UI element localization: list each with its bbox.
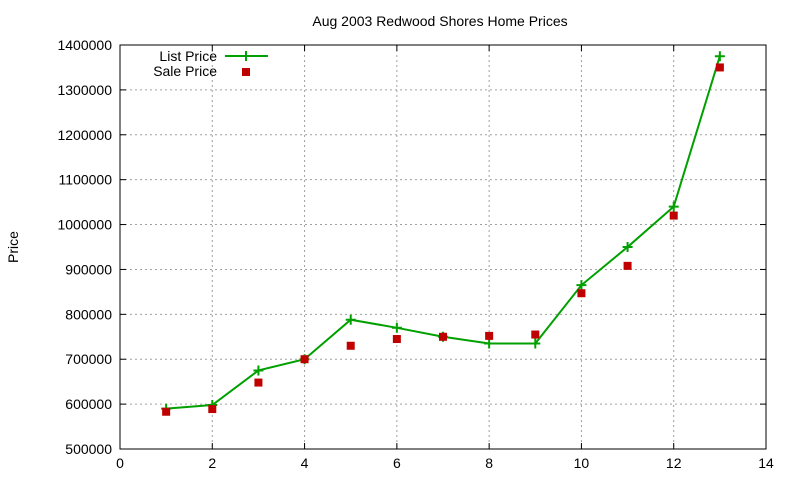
data-point xyxy=(622,242,633,252)
legend-marker xyxy=(241,51,251,61)
data-point xyxy=(531,330,540,339)
chart-title: Aug 2003 Redwood Shores Home Prices xyxy=(312,13,567,29)
data-series xyxy=(161,51,725,416)
data-point xyxy=(208,405,217,414)
x-tick-label: 8 xyxy=(485,455,493,471)
x-tick-label: 14 xyxy=(758,455,774,471)
y-tick-label: 1400000 xyxy=(57,37,112,53)
axes: 0 2 4 6 8 10 12 14 500000 600000 700000 800000 90000… xyxy=(57,37,774,471)
data-point xyxy=(346,341,355,350)
x-tick-label: 10 xyxy=(574,455,590,471)
data-point xyxy=(391,322,402,333)
series-line xyxy=(166,55,721,410)
data-point xyxy=(484,338,495,349)
data-point xyxy=(162,407,171,416)
data-point xyxy=(530,338,541,349)
y-tick-label: 1100000 xyxy=(59,172,113,188)
data-point xyxy=(300,355,309,364)
x-tick-label: 0 xyxy=(116,455,124,471)
data-point xyxy=(485,331,494,340)
y-tick-label: 1200000 xyxy=(57,127,112,143)
data-point xyxy=(392,335,401,344)
y-tick-label: 500000 xyxy=(65,441,112,457)
y-tick-label: 600000 xyxy=(65,396,112,412)
data-point xyxy=(714,51,725,62)
data-point xyxy=(439,332,447,341)
data-point xyxy=(576,280,587,291)
data-point xyxy=(669,211,678,220)
grid-lines xyxy=(120,45,766,449)
legend-marker xyxy=(242,68,250,76)
series-2 xyxy=(162,63,724,416)
legend-label: Sale Price xyxy=(153,63,217,79)
x-tick-label: 12 xyxy=(666,455,682,471)
data-point xyxy=(623,261,632,270)
y-axis-label: Price xyxy=(5,231,21,263)
y-tick-label: 900000 xyxy=(65,261,112,277)
legend-label: List Price xyxy=(159,48,217,64)
plot-frame xyxy=(119,44,767,450)
data-point xyxy=(345,314,356,325)
y-tick-label: 1000000 xyxy=(57,217,112,233)
x-tick-label: 6 xyxy=(393,455,401,471)
data-point xyxy=(577,289,586,298)
data-point xyxy=(253,365,264,376)
x-tick-label: 2 xyxy=(208,455,216,471)
y-tick-label: 700000 xyxy=(65,351,112,367)
data-point xyxy=(668,201,679,212)
y-tick-label: 1300000 xyxy=(57,82,112,98)
data-point xyxy=(715,63,724,72)
y-tick-label: 800000 xyxy=(65,306,112,322)
data-point xyxy=(254,378,263,387)
x-tick-label: 4 xyxy=(301,455,309,471)
